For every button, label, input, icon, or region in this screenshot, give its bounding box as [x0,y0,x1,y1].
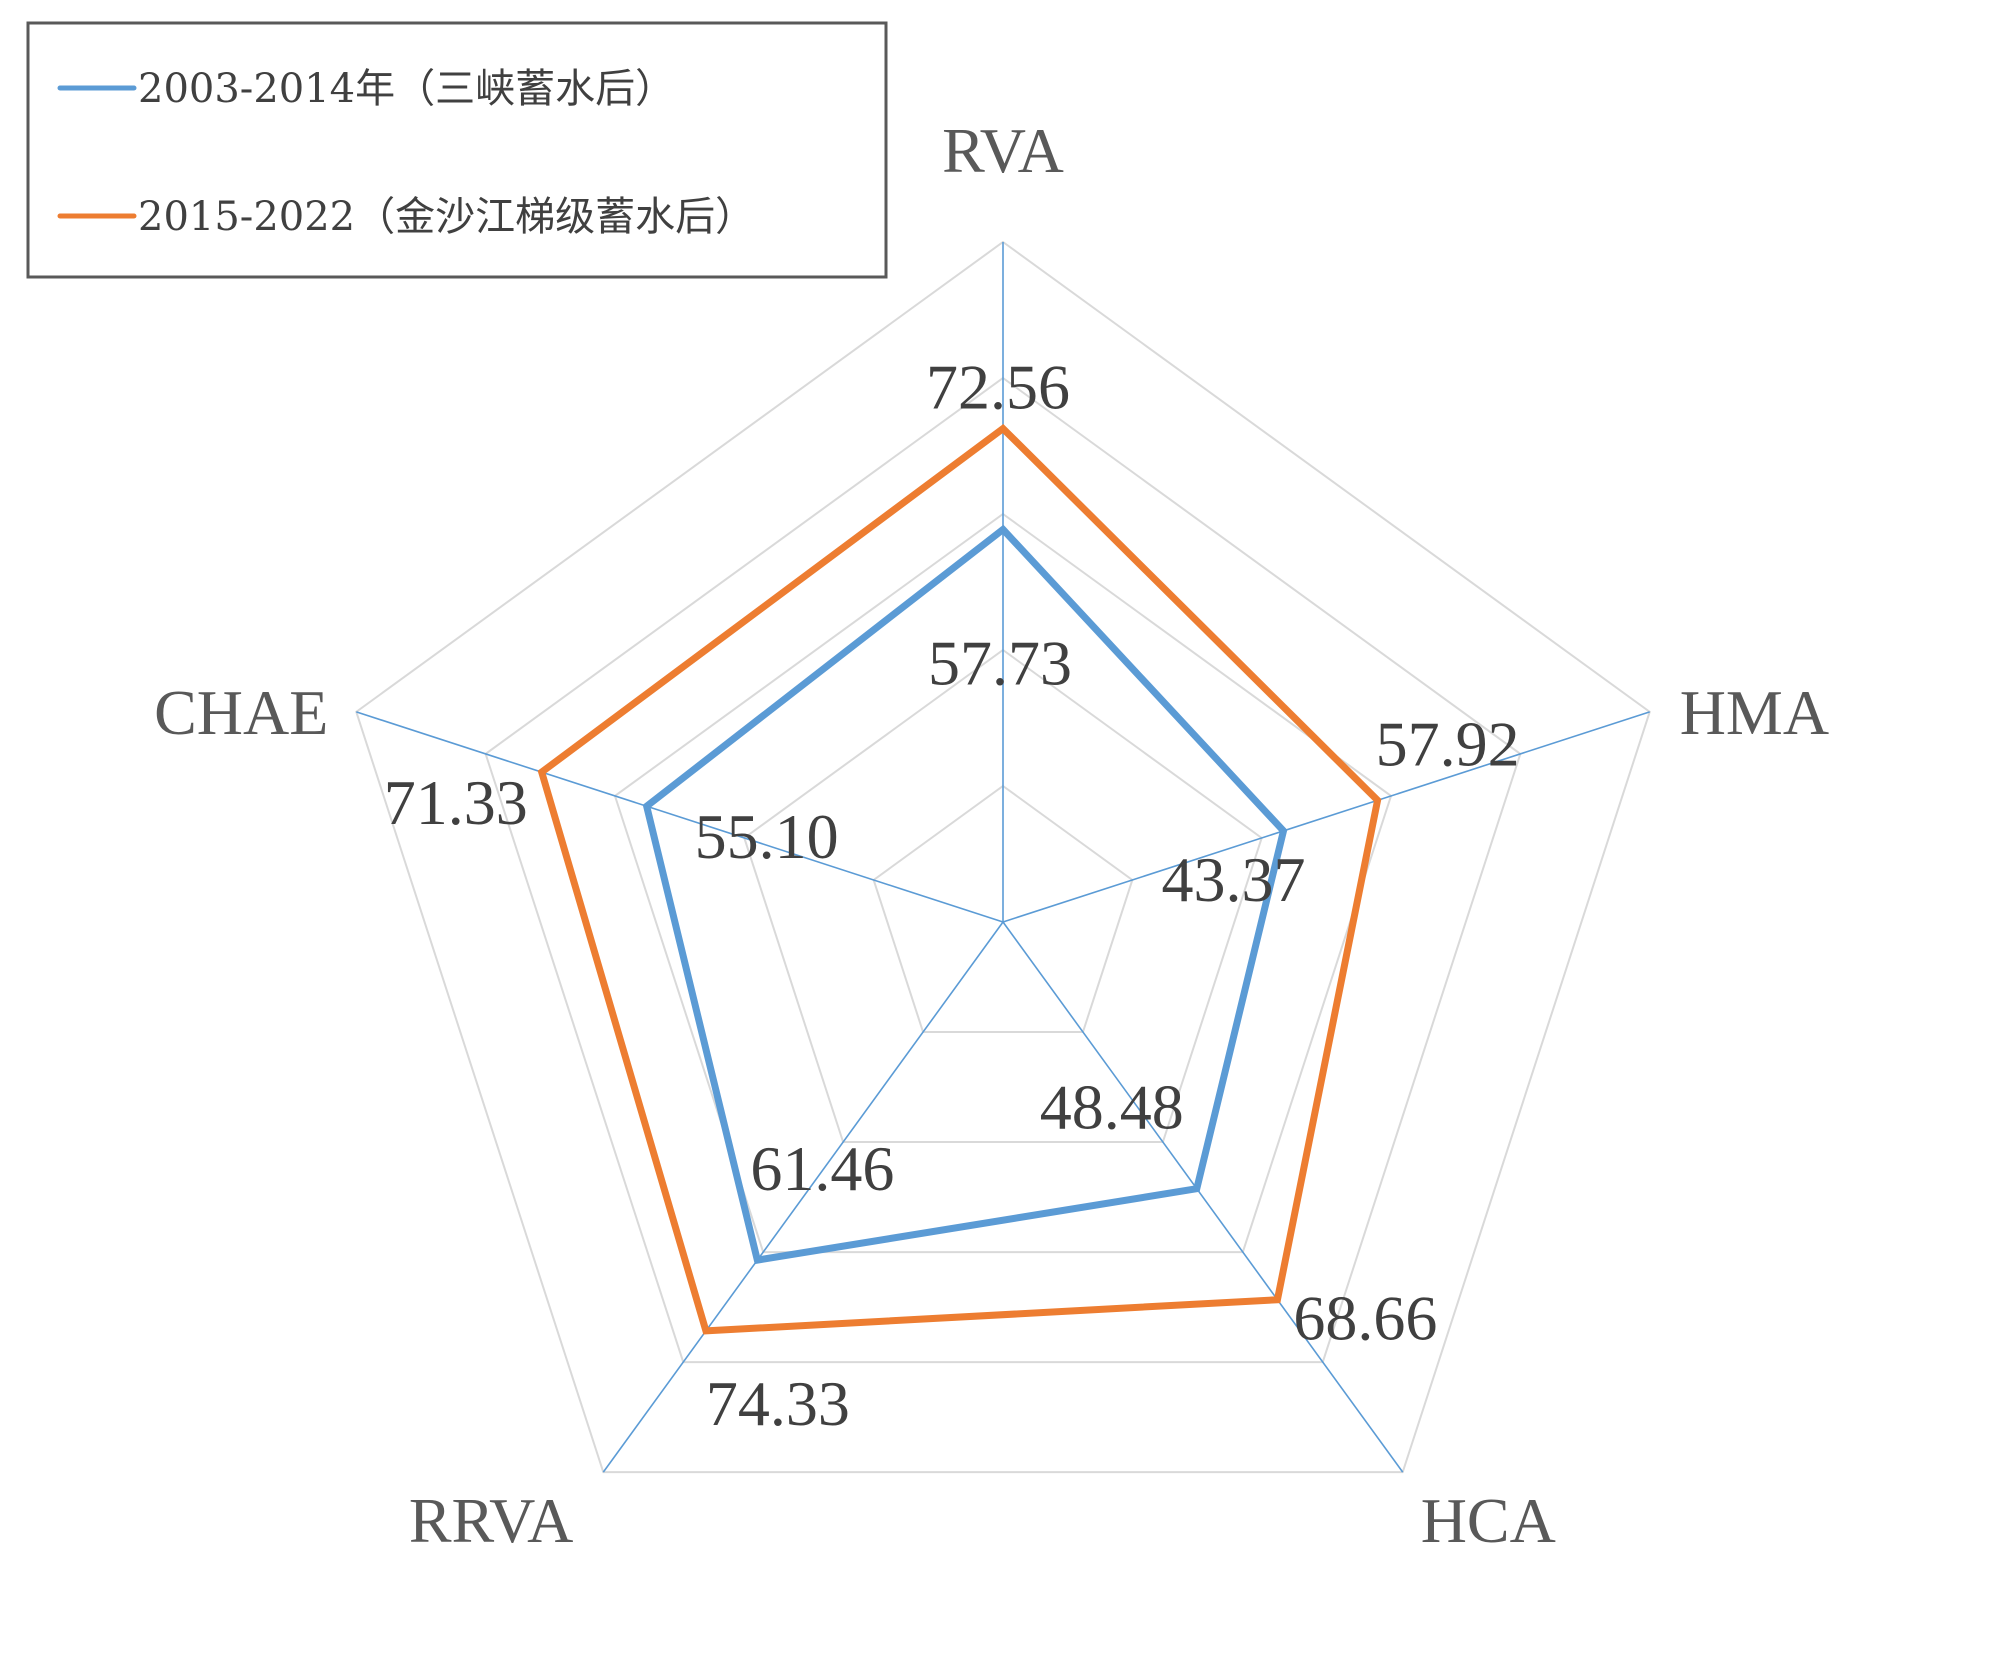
data-label-s1-chae: 55.10 [695,801,839,872]
data-label-s1-rva: 57.73 [928,627,1072,698]
legend-label-series-1: 2003-2014年（三峡蓄水后） [138,66,675,112]
data-label-s2-hma: 57.92 [1376,708,1520,779]
series-line-2 [537,423,1382,1335]
grid-ring-80 [484,376,1522,1364]
axis-label-chae: CHAE [154,677,328,748]
legend: 2003-2014年（三峡蓄水后） 2015-2022（金沙江梯级蓄水后） [26,21,888,279]
axis-label-rva: RVA [942,115,1064,186]
axis-label-hca: HCA [1421,1485,1556,1556]
grid-ring-40 [743,648,1263,1144]
series-line-1 [642,524,1288,1265]
data-label-s2-hca: 68.66 [1293,1283,1437,1354]
spoke-layer [356,242,1650,1473]
axis-label-rrva: RRVA [409,1485,573,1556]
spoke-rrva [602,921,1004,1473]
series-layer [537,423,1382,1335]
label-layer: RVA HMA HCA RRVA CHAE 57.73 43.37 48.48 61.46 55.… [154,115,1829,1556]
legend-label-series-2: 2015-2022（金沙江梯级蓄水后） [138,194,755,240]
grid-ring-20 [872,784,1134,1034]
data-label-s2-rrva: 74.33 [706,1368,850,1439]
data-label-s1-rrva: 61.46 [750,1133,894,1204]
axis-label-hma: HMA [1680,677,1829,748]
spoke-chae [356,711,1004,923]
legend-box [26,21,888,279]
data-label-s2-rva: 72.56 [926,352,1070,423]
spoke-hca [1002,921,1404,1473]
grid-ring-100 [355,240,1651,1474]
data-label-s2-chae: 71.33 [384,767,528,838]
data-label-s1-hma: 43.37 [1161,844,1305,915]
spoke-hma [1002,711,1650,923]
data-label-s1-hca: 48.48 [1040,1072,1184,1143]
